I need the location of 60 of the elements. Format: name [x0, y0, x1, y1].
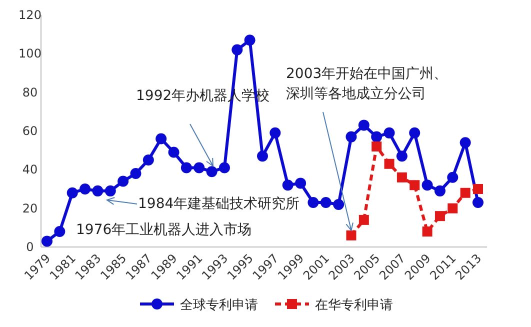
legend-item: 全球专利申请 — [140, 298, 258, 313]
y-tick-label: 60 — [22, 124, 38, 138]
point — [371, 131, 382, 142]
point — [270, 127, 281, 138]
point — [358, 120, 370, 131]
point — [396, 150, 408, 162]
point — [206, 166, 218, 178]
point — [396, 172, 407, 182]
point — [194, 162, 205, 174]
point — [434, 211, 445, 222]
point — [168, 146, 180, 158]
y-tick-label: 20 — [22, 201, 38, 216]
point — [142, 154, 154, 166]
point — [218, 162, 230, 174]
point — [473, 184, 483, 194]
point — [409, 127, 420, 138]
annotation: 1984年建基础技术研究所 — [138, 195, 301, 214]
point — [448, 203, 458, 214]
y-tick-label: 80 — [22, 85, 38, 100]
point — [333, 198, 344, 210]
y-tick-label: 40 — [22, 162, 38, 177]
point — [472, 197, 484, 208]
y-tick-label: 100 — [18, 46, 42, 61]
point — [422, 180, 433, 191]
point — [80, 184, 91, 194]
point — [156, 133, 167, 144]
point — [257, 150, 268, 162]
annotation: 2003年开始在中国广州、深圳等各地成立分公司 — [286, 65, 449, 104]
point — [372, 141, 382, 152]
point — [422, 226, 432, 237]
point — [346, 230, 356, 240]
y-tick-label: 0 — [26, 240, 34, 254]
point — [244, 34, 256, 46]
point — [384, 158, 394, 169]
point — [66, 187, 78, 198]
point — [42, 236, 52, 247]
point — [282, 180, 294, 191]
point — [460, 137, 471, 148]
point — [410, 180, 420, 190]
point — [308, 197, 319, 208]
point — [232, 44, 243, 56]
point — [295, 178, 306, 189]
point — [447, 172, 458, 183]
point — [130, 168, 142, 180]
point — [320, 197, 332, 208]
point — [118, 176, 129, 187]
point — [460, 188, 470, 198]
point — [434, 185, 446, 196]
point — [358, 214, 369, 225]
point — [92, 185, 104, 196]
point — [180, 162, 192, 174]
legend-label: 全球专利申请 — [180, 298, 258, 313]
point — [346, 131, 357, 142]
point — [384, 127, 395, 138]
legend-label: 在华专利申请 — [315, 298, 393, 313]
annotation: 1976年工业机器人进入市场 — [76, 221, 253, 240]
y-tick-label: 120 — [18, 8, 42, 22]
point — [104, 185, 116, 196]
point — [54, 226, 66, 238]
legend-item: 在华专利申请 — [275, 298, 393, 313]
